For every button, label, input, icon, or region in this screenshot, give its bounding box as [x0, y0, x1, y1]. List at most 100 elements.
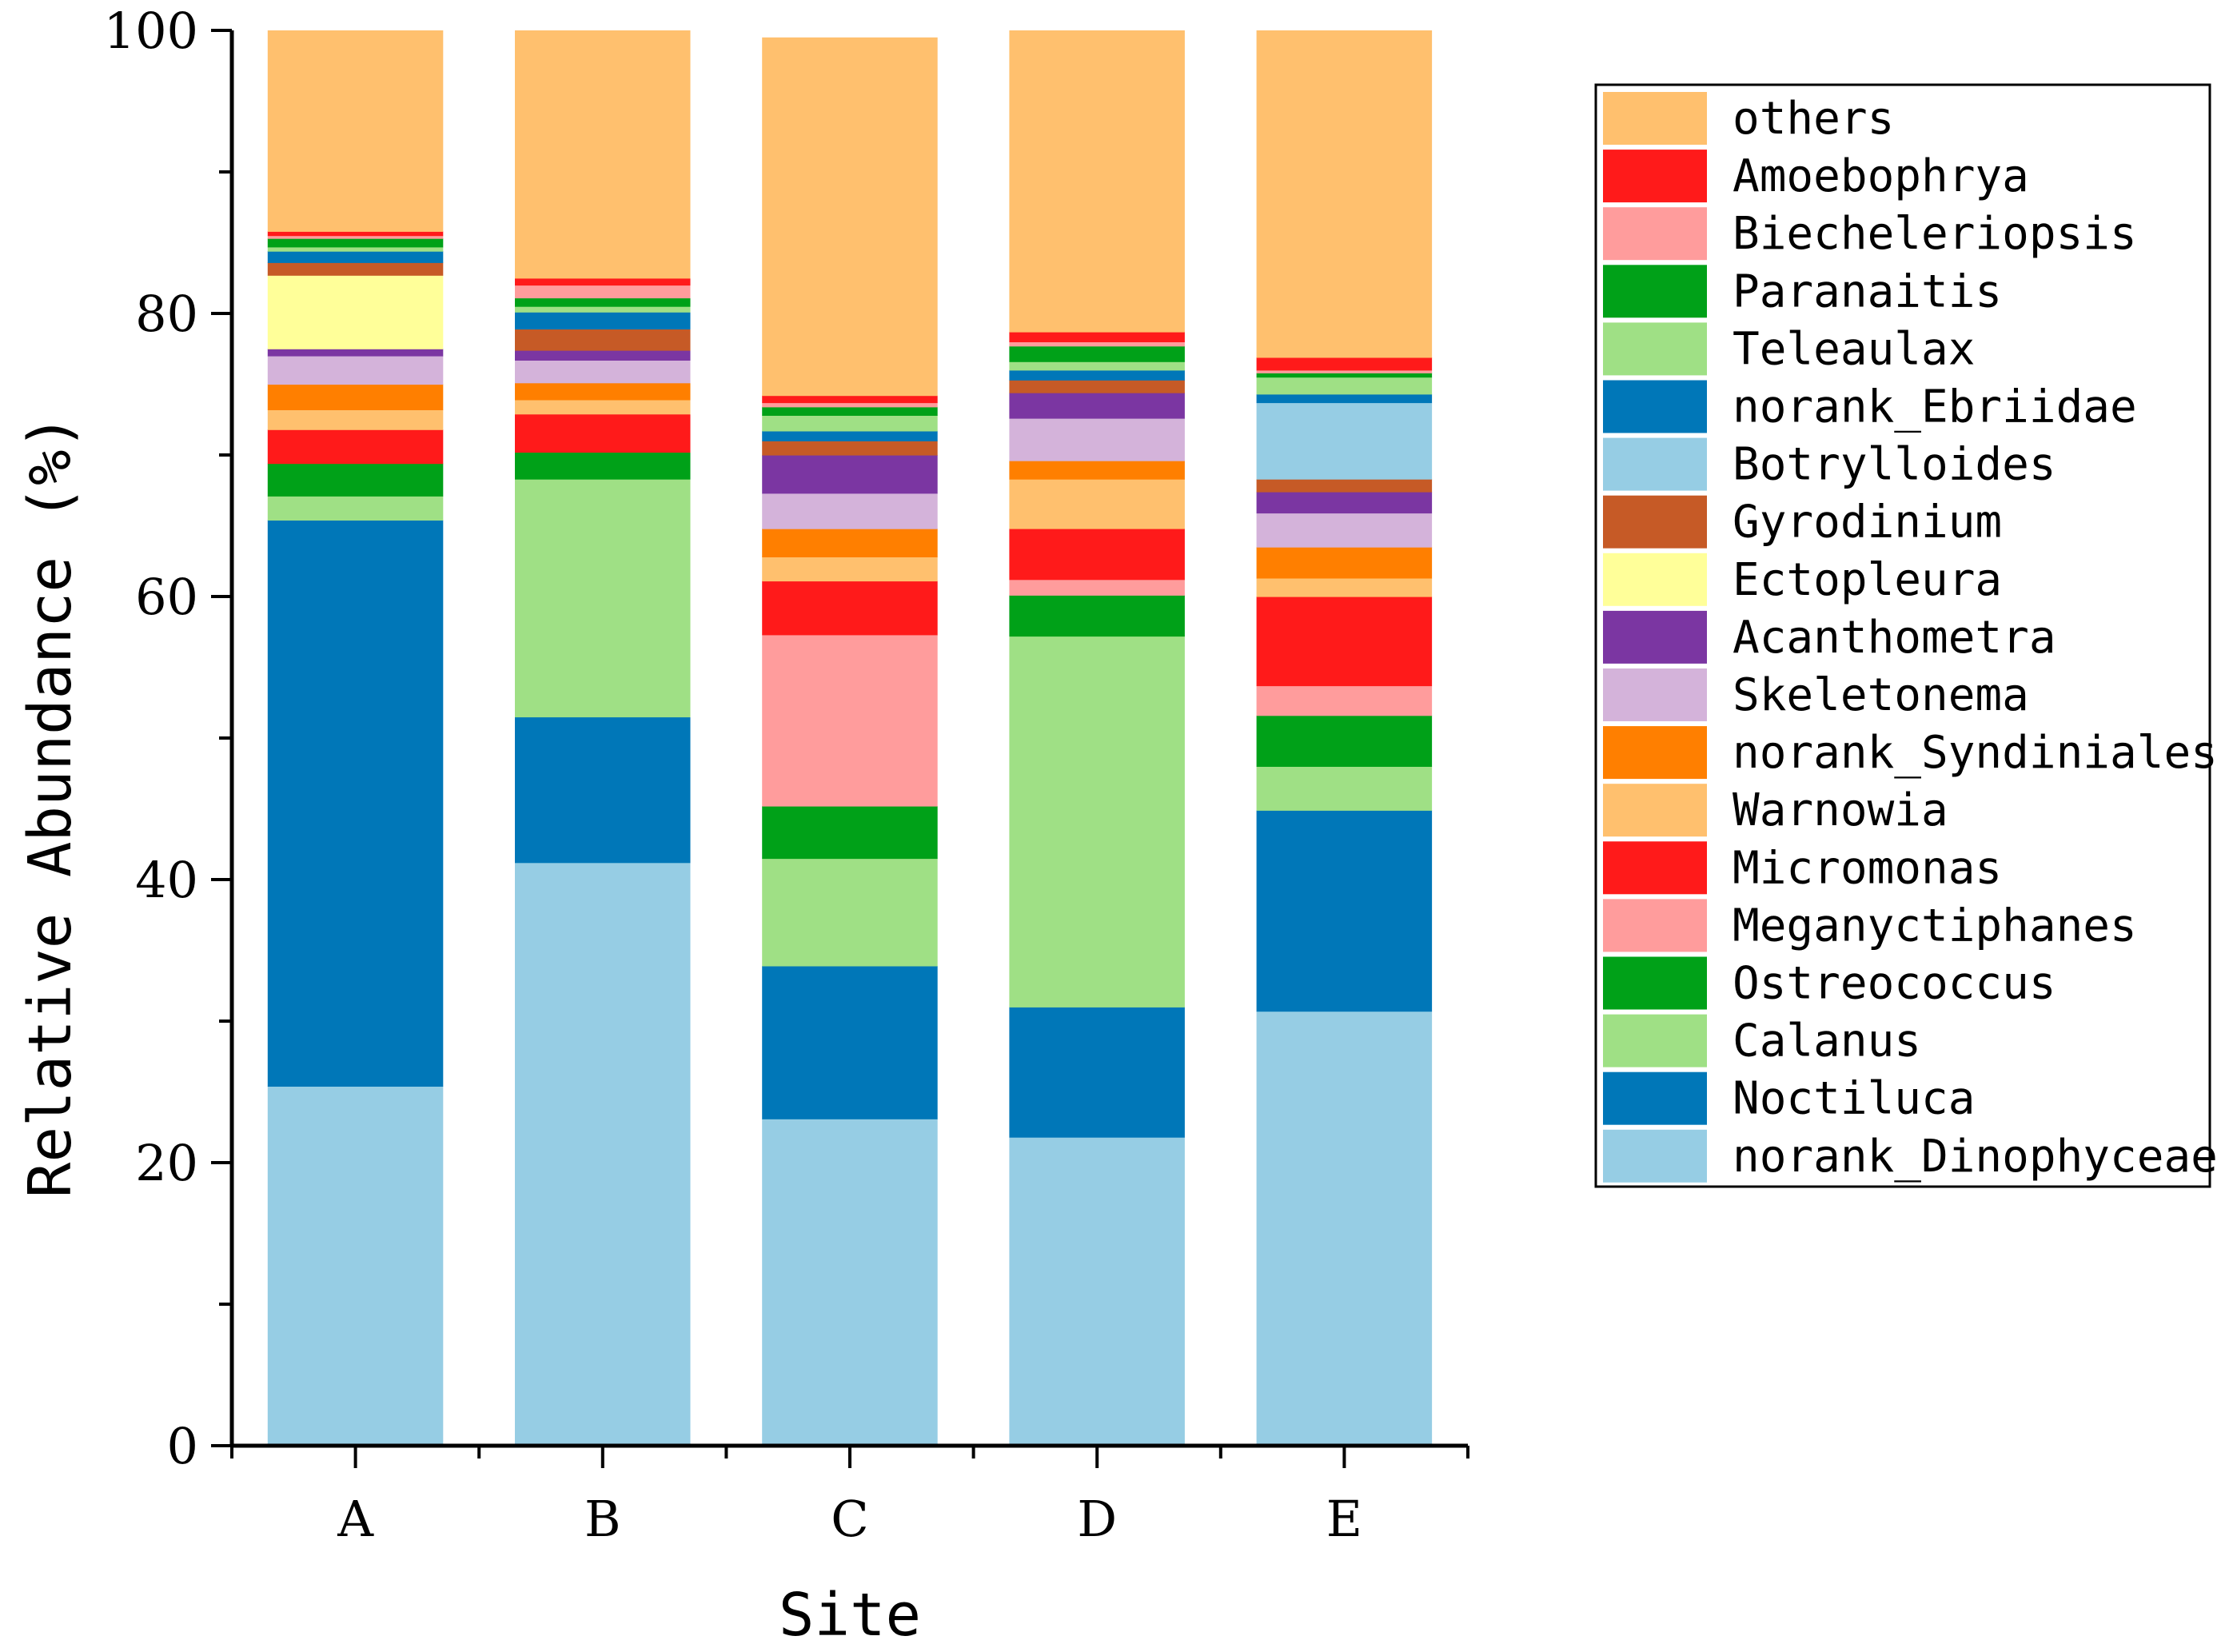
bar-segment-E-15	[1256, 373, 1433, 378]
bar-segment-B-2	[515, 479, 691, 718]
bar-segment-A-8	[267, 356, 444, 385]
legend-label: norank_Dinophyceae	[1733, 1131, 2218, 1183]
bar-segment-A-0	[267, 1086, 444, 1446]
bar-segment-A-16	[267, 235, 444, 239]
legend-label: Warnowia	[1733, 784, 1948, 836]
bar-segment-D-13	[1009, 369, 1185, 381]
legend-swatch	[1603, 841, 1707, 895]
bar-segment-E-9	[1256, 492, 1433, 514]
legend-swatch	[1603, 668, 1707, 721]
legend-label: Ectopleura	[1733, 554, 2002, 606]
x-tick-label: B	[584, 1490, 621, 1548]
bar-segment-C-5	[762, 581, 938, 636]
legend-swatch	[1603, 437, 1707, 491]
x-tick-label: C	[831, 1490, 868, 1548]
bar-segment-C-3	[762, 806, 938, 860]
bar-segment-E-17	[1256, 357, 1433, 371]
legend-label: norank_Ebriidae	[1733, 381, 2137, 433]
legend-label: norank_Syndiniales	[1733, 727, 2218, 779]
bar-segment-C-16	[762, 402, 938, 408]
y-axis-title: Relative Abundance (%)	[16, 414, 85, 1198]
bar-segment-B-9	[515, 350, 691, 361]
bar-segment-C-1	[762, 966, 938, 1119]
bar-segment-B-1	[515, 716, 691, 864]
bar-segment-A-9	[267, 349, 444, 357]
bar-segment-B-15	[515, 297, 691, 307]
x-tick-label: D	[1077, 1490, 1117, 1548]
bar-segment-A-2	[267, 496, 444, 521]
bar-segment-B-3	[515, 452, 691, 480]
bar-segment-C-17	[762, 395, 938, 404]
y-tick-label: 0	[167, 1417, 198, 1475]
bar-segment-B-14	[515, 306, 691, 313]
legend-label: Micromonas	[1733, 842, 2002, 894]
bar-segment-E-3	[1256, 715, 1433, 767]
bar-segment-D-2	[1009, 636, 1185, 1008]
legend-label: Noctiluca	[1733, 1073, 1975, 1125]
bar-segment-E-14	[1256, 377, 1433, 395]
bar-segment-E-16	[1256, 369, 1433, 373]
bar-segment-A-11	[267, 262, 444, 276]
bar-segment-E-2	[1256, 766, 1433, 811]
legend-swatch	[1603, 1129, 1707, 1183]
bar-segment-E-4	[1256, 685, 1433, 716]
y-tick-label: 80	[135, 285, 198, 343]
legend-swatch	[1603, 265, 1707, 318]
bar-segment-D-7	[1009, 461, 1185, 480]
bar-segments	[267, 30, 1433, 1446]
bar-segment-E-13	[1256, 393, 1433, 404]
bar-segment-D-5	[1009, 529, 1185, 581]
bar-segment-D-17	[1009, 332, 1185, 342]
bar-segment-B-13	[515, 312, 691, 329]
legend-swatch	[1603, 495, 1707, 549]
legend-swatch	[1603, 784, 1707, 837]
bar-segment-B-8	[515, 360, 691, 384]
bar-segment-B-6	[515, 400, 691, 415]
legend-label: Gyrodinium	[1733, 497, 2002, 549]
bar-segment-E-6	[1256, 578, 1433, 597]
bar-segment-D-6	[1009, 479, 1185, 529]
bar-segment-D-16	[1009, 341, 1185, 347]
bar-segment-D-4	[1009, 579, 1185, 596]
x-axis-title: Site	[779, 1581, 921, 1650]
bar-segment-A-1	[267, 520, 444, 1087]
bar-segment-D-15	[1009, 345, 1185, 362]
bar-segment-B-7	[515, 382, 691, 401]
bar-segment-C-18	[762, 37, 938, 397]
bar-segment-A-6	[267, 409, 444, 430]
legend-swatch	[1603, 1014, 1707, 1067]
bar-segment-D-11	[1009, 380, 1185, 393]
bar-segment-A-3	[267, 463, 444, 497]
bar-segment-B-11	[515, 329, 691, 351]
y-tick-label: 40	[135, 851, 198, 909]
legend-swatch	[1603, 322, 1707, 376]
bar-segment-C-13	[762, 430, 938, 441]
legend-swatch	[1603, 92, 1707, 145]
x-tick-label: E	[1326, 1490, 1362, 1548]
legend-label: Ostreococcus	[1733, 958, 2056, 1010]
legend-label: Acanthometra	[1733, 612, 2056, 664]
y-ticks: 0 20 40 60 80 100	[104, 2, 232, 1475]
legend-swatch	[1603, 207, 1707, 261]
bar-segment-D-0	[1009, 1137, 1185, 1446]
bar-segment-C-8	[762, 493, 938, 529]
bar-segment-C-11	[762, 441, 938, 456]
legend-swatch	[1603, 150, 1707, 203]
bar-segment-A-7	[267, 384, 444, 410]
legend-swatch	[1603, 610, 1707, 664]
bar-segment-C-4	[762, 634, 938, 807]
bar-segment-E-1	[1256, 810, 1433, 1012]
bar-segment-D-9	[1009, 393, 1185, 419]
bar-segment-E-0	[1256, 1011, 1433, 1446]
legend-label: Biecheleriopsis	[1733, 208, 2137, 260]
legend-swatch	[1603, 380, 1707, 433]
bar-segment-D-14	[1009, 361, 1185, 371]
legend-label: Skeletonema	[1733, 669, 2029, 721]
legend-swatch	[1603, 1071, 1707, 1125]
legend-label: Botrylloides	[1733, 439, 2056, 491]
bar-segment-D-3	[1009, 595, 1185, 637]
bar-segment-A-18	[267, 30, 444, 232]
legend-label: Amoebophrya	[1733, 150, 2029, 202]
bar-segment-B-17	[515, 277, 691, 286]
bar-segment-C-15	[762, 406, 938, 416]
